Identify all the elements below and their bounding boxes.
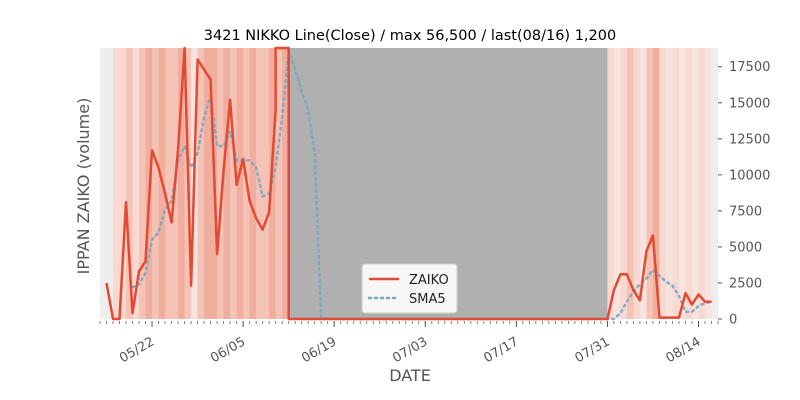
heat-band xyxy=(639,48,647,319)
heat-band xyxy=(256,48,264,319)
heat-band xyxy=(711,48,719,319)
heat-band xyxy=(275,48,283,319)
heat-band xyxy=(282,48,290,319)
heat-band xyxy=(132,48,140,319)
x-tick-label: 07/17 xyxy=(481,334,521,366)
y-tick-label: 7500 xyxy=(729,204,762,219)
zaiko-line xyxy=(105,46,712,321)
heat-band xyxy=(685,48,693,319)
heat-band xyxy=(249,48,257,319)
heat-band xyxy=(165,48,173,319)
heat-band xyxy=(113,48,121,319)
legend-box xyxy=(361,263,458,314)
heat-band xyxy=(139,48,147,319)
heat-band xyxy=(704,48,712,319)
sma5-series xyxy=(131,49,713,321)
heat-band xyxy=(698,48,706,319)
y-tick-label: 10000 xyxy=(729,168,770,183)
heat-band xyxy=(659,48,667,319)
heat-band xyxy=(646,48,654,319)
x-tick-label: 08/14 xyxy=(664,334,704,366)
heat-band xyxy=(152,48,160,319)
y-tick-label: 15000 xyxy=(729,96,770,111)
x-tick-label: 07/31 xyxy=(572,334,612,366)
heat-band xyxy=(607,48,615,319)
heat-band xyxy=(620,48,628,319)
heat-band xyxy=(665,48,673,319)
heat-band xyxy=(678,48,686,319)
heat-band xyxy=(236,48,244,319)
y-tick-label: 2500 xyxy=(729,276,762,291)
y-tick-label: 17500 xyxy=(729,60,770,75)
y-axis-title: IPPAN ZAIKO (volume) xyxy=(74,98,93,275)
heat-band xyxy=(126,48,134,319)
legend: ZAIKO SMA5 xyxy=(361,263,458,314)
y-tick-label: 12500 xyxy=(729,132,770,147)
x-tick-label: 06/19 xyxy=(299,334,339,366)
heat-band xyxy=(613,48,621,319)
x-tick-label: 05/22 xyxy=(117,334,157,366)
heat-band xyxy=(633,48,641,319)
heat-band xyxy=(100,48,108,319)
y-tick-label: 0 xyxy=(729,313,737,328)
y-axis-ticks: 0 2500 5000 7500 10000 12500 15000 17500 xyxy=(718,60,770,328)
plot-area xyxy=(100,46,719,321)
x-tick-label: 06/05 xyxy=(208,334,248,366)
x-axis-ticks: 05/22 06/05 06/19 07/03 07/17 07/31 08/14 xyxy=(99,321,719,366)
heat-band xyxy=(204,48,212,319)
legend-label-sma5: SMA5 xyxy=(409,292,446,307)
heat-band xyxy=(652,48,660,319)
heat-band xyxy=(691,48,699,319)
heat-band xyxy=(262,48,270,319)
heat-band xyxy=(178,48,186,319)
heat-band xyxy=(223,48,231,319)
legend-label-zaiko: ZAIKO xyxy=(409,273,449,288)
heat-band xyxy=(197,48,205,319)
x-axis-title: DATE xyxy=(389,366,431,385)
sma5-line xyxy=(131,49,713,321)
heat-band xyxy=(119,48,127,319)
heat-band xyxy=(626,48,634,319)
x-tick-label: 07/03 xyxy=(390,334,430,366)
y-tick-label: 5000 xyxy=(729,240,762,255)
heat-band xyxy=(230,48,238,319)
chart-title: 3421 NIKKO Line(Close) / max 56,500 / la… xyxy=(204,28,616,44)
heat-band xyxy=(106,48,114,319)
heat-band xyxy=(217,48,225,319)
heat-band xyxy=(672,48,680,319)
zaiko-series xyxy=(105,46,712,321)
